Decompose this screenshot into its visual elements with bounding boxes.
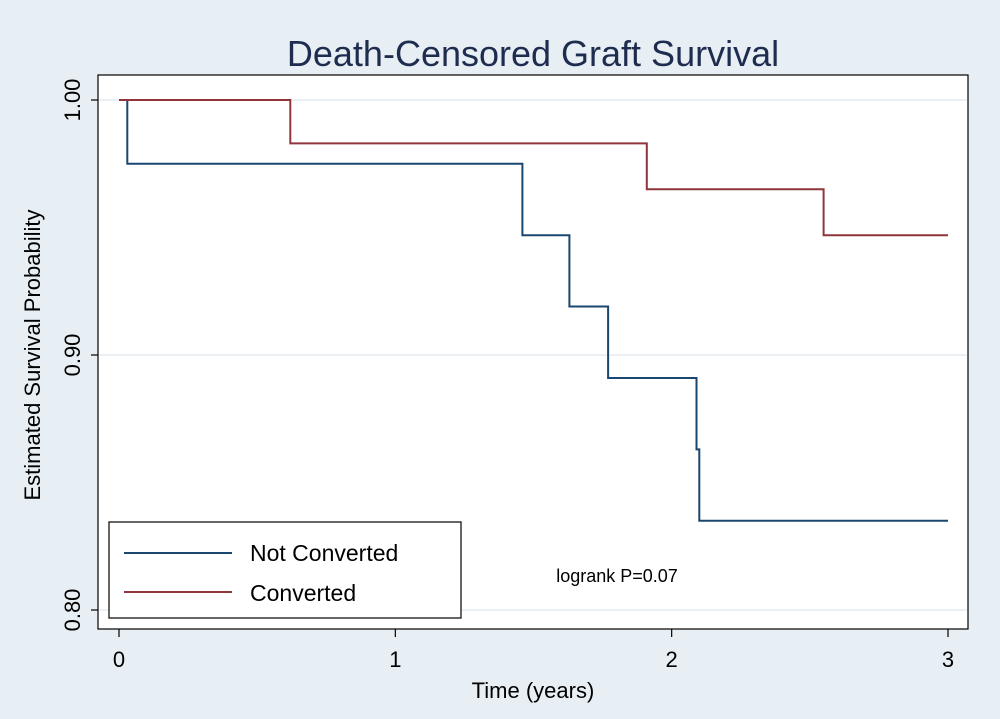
legend-box xyxy=(108,521,462,619)
y-tick-label: 0.80 xyxy=(60,589,85,632)
legend-label-not-converted: Not Converted xyxy=(250,540,398,566)
x-axis-label: Time (years) xyxy=(472,678,595,703)
legend-label-converted: Converted xyxy=(250,580,356,606)
y-axis: 0.80 0.90 1.00 xyxy=(60,79,98,632)
series-lines xyxy=(119,99,948,522)
y-tick-label: 1.00 xyxy=(60,79,85,122)
series-line-converted xyxy=(119,99,948,237)
x-tick-label: 2 xyxy=(666,647,678,672)
y-axis-label: Estimated Survival Probability xyxy=(20,209,45,500)
x-tick-label: 3 xyxy=(942,647,954,672)
legend: Not Converted Converted xyxy=(108,521,462,619)
logrank-annotation: logrank P=0.07 xyxy=(556,566,678,586)
x-tick-label: 1 xyxy=(389,647,401,672)
series-line-not-converted xyxy=(119,99,948,522)
x-axis: 0 1 2 3 xyxy=(113,629,954,672)
y-tick-label: 0.90 xyxy=(60,334,85,377)
x-tick-label: 0 xyxy=(113,647,125,672)
chart-title: Death-Censored Graft Survival xyxy=(287,33,779,74)
